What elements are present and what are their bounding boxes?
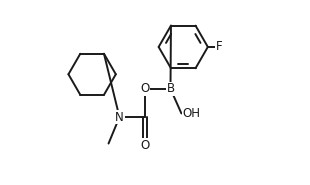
Text: N: N xyxy=(115,111,124,124)
Text: O: O xyxy=(140,139,150,152)
Text: F: F xyxy=(216,41,223,53)
Text: B: B xyxy=(166,82,175,95)
Text: O: O xyxy=(140,82,150,95)
Text: OH: OH xyxy=(182,107,200,120)
